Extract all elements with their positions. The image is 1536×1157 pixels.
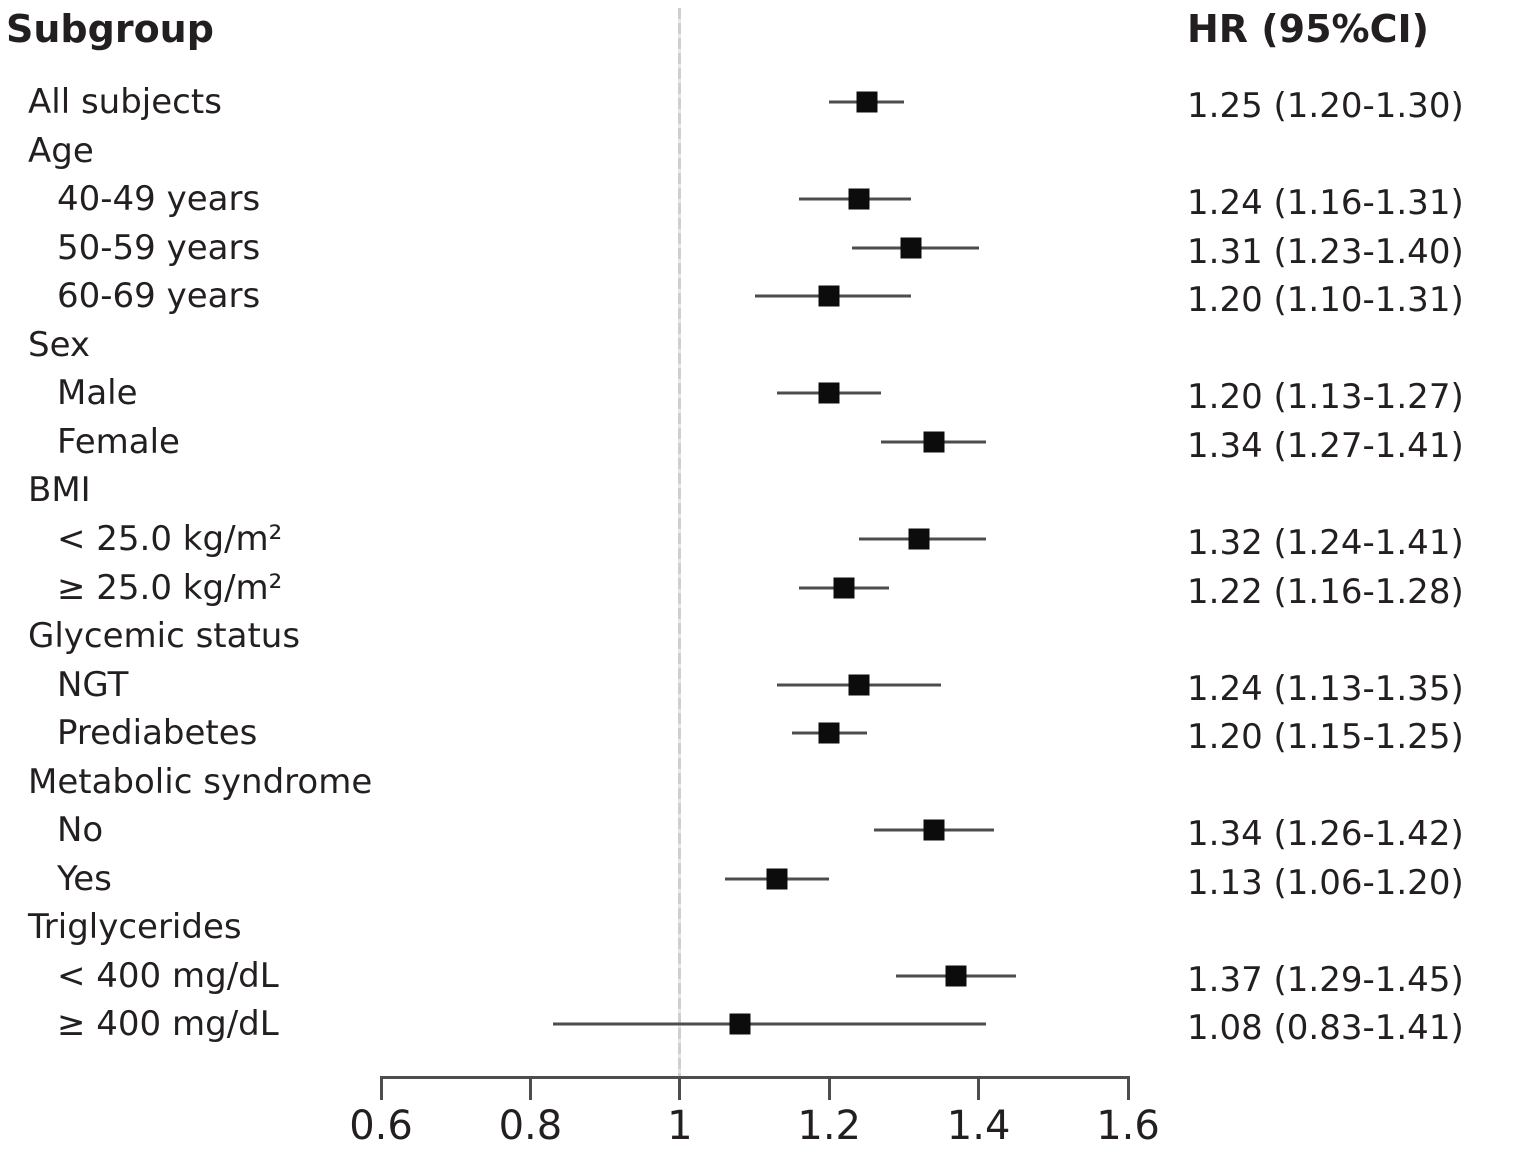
hr-ci-value: 1.20 (1.15-1.25) — [1187, 717, 1464, 758]
hr-ci-value: 1.24 (1.16-1.31) — [1187, 183, 1464, 224]
point-estimate-square — [923, 819, 945, 841]
hr-ci-value: 1.20 (1.10-1.31) — [1187, 280, 1464, 321]
point-estimate-square — [908, 528, 930, 550]
subgroup-row-label: 60-69 years — [57, 276, 261, 317]
subgroup-category-label: Glycemic status — [28, 616, 301, 657]
hr-ci-value: 1.08 (0.83-1.41) — [1187, 1008, 1464, 1049]
x-axis-tick — [528, 1076, 532, 1100]
x-axis-tick — [379, 1076, 383, 1100]
subgroup-row-label: All subjects — [28, 82, 222, 122]
reference-line-hr-1 — [678, 8, 682, 1076]
x-axis-tick-label: 0.6 — [349, 1103, 413, 1149]
subgroup-row-label: Male — [57, 373, 138, 414]
point-estimate-square — [848, 188, 870, 210]
subgroup-row-label: < 25.0 kg/m² — [57, 518, 283, 559]
point-estimate-square — [848, 674, 870, 696]
x-axis-tick-label: 1.2 — [797, 1103, 861, 1149]
hr-ci-value: 1.13 (1.06-1.20) — [1187, 862, 1464, 903]
hr-ci-value: 1.32 (1.24-1.41) — [1187, 522, 1464, 563]
hr-ci-value: 1.37 (1.29-1.45) — [1187, 959, 1464, 1000]
hr-ci-value: 1.31 (1.23-1.40) — [1187, 231, 1464, 272]
x-axis-line — [379, 1076, 1130, 1079]
subgroup-row-label: < 400 mg/dL — [57, 955, 279, 996]
point-estimate-square — [945, 965, 967, 987]
x-axis-tick — [977, 1076, 981, 1100]
subgroup-row-label: 40-49 years — [57, 179, 261, 220]
x-axis-tick-label: 1 — [667, 1103, 693, 1149]
subgroup-category-label: Triglycerides — [28, 907, 242, 948]
point-estimate-square — [818, 382, 840, 404]
subgroup-category-label: Metabolic syndrome — [28, 761, 373, 802]
point-estimate-square — [766, 868, 788, 890]
point-estimate-square — [900, 237, 922, 259]
point-estimate-square — [729, 1013, 751, 1035]
hr-ci-column-header: HR (95%CI) — [1187, 7, 1430, 51]
subgroup-row-label: ≥ 25.0 kg/m² — [57, 567, 283, 608]
hr-ci-value: 1.25 (1.20-1.30) — [1187, 86, 1464, 126]
subgroup-row-label: ≥ 400 mg/dL — [57, 1004, 279, 1045]
point-estimate-square — [923, 431, 945, 453]
point-estimate-square — [818, 722, 840, 744]
hr-ci-value: 1.34 (1.27-1.41) — [1187, 425, 1464, 466]
subgroup-category-label: Sex — [28, 324, 91, 365]
subgroup-category-label: Age — [28, 130, 94, 171]
subgroup-row-label: 50-59 years — [57, 227, 261, 268]
hr-ci-value: 1.34 (1.26-1.42) — [1187, 814, 1464, 855]
subgroup-row-label: NGT — [57, 664, 129, 705]
point-estimate-square — [833, 577, 855, 598]
subgroup-row-label: Prediabetes — [57, 713, 258, 754]
x-axis-tick-label: 1.4 — [946, 1103, 1011, 1149]
x-axis-tick — [827, 1076, 831, 1100]
subgroup-column-header: Subgroup — [6, 7, 214, 51]
x-axis-tick-label: 0.8 — [498, 1103, 563, 1149]
point-estimate-square — [856, 91, 878, 113]
subgroup-row-label: Female — [57, 421, 180, 462]
hr-ci-value: 1.20 (1.13-1.27) — [1187, 377, 1464, 418]
subgroup-category-label: BMI — [28, 470, 91, 511]
x-axis-tick — [1126, 1076, 1130, 1100]
subgroup-row-label: Yes — [57, 858, 112, 899]
hr-ci-value: 1.22 (1.16-1.28) — [1187, 571, 1464, 612]
x-axis-tick — [678, 1076, 682, 1100]
x-axis-tick-label: 1.6 — [1096, 1103, 1160, 1149]
hr-ci-value: 1.24 (1.13-1.35) — [1187, 668, 1464, 709]
subgroup-row-label: No — [57, 810, 104, 851]
confidence-interval-line — [552, 1022, 987, 1026]
point-estimate-square — [818, 285, 840, 307]
